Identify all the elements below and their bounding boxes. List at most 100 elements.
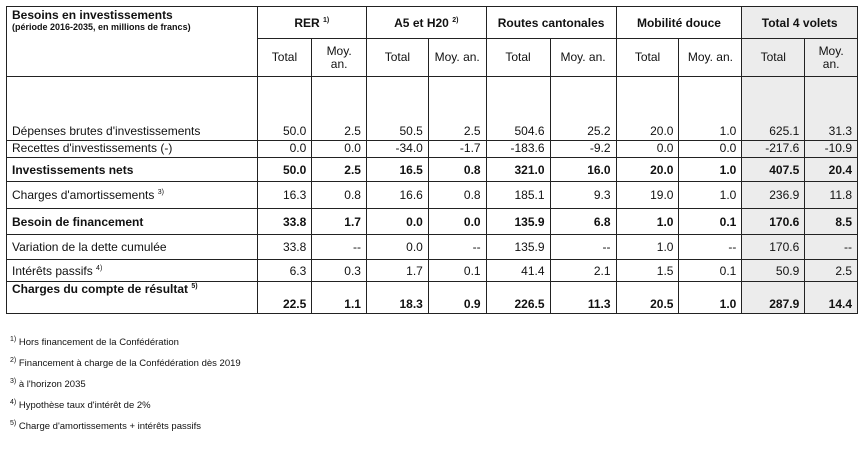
- table-cell: 16.5: [365, 157, 429, 182]
- table-cell: 1.0: [615, 208, 680, 235]
- table-cell: 0.3: [311, 259, 367, 282]
- table-cell: 20.5: [615, 281, 680, 314]
- table-cell: 14.4: [804, 281, 858, 314]
- table-cell: 1.0: [678, 281, 743, 314]
- table-subtitle: (période 2016-2035, en millions de franc…: [12, 22, 191, 32]
- footnote: 5) Charge d'amortissements + intérêts pa…: [10, 420, 241, 441]
- row-label: Intérêts passifs 4): [6, 259, 258, 282]
- table-cell: 287.9: [741, 281, 806, 314]
- footnote-mark: 1): [323, 16, 330, 24]
- table-cell: 11.8: [804, 181, 858, 209]
- table-cell: 1.0: [678, 76, 743, 141]
- table-cell: 50.0: [256, 157, 313, 182]
- table-cell: 2.5: [427, 76, 487, 141]
- table-cell: 25.2: [549, 76, 617, 141]
- table-cell: 31.3: [804, 76, 858, 141]
- table-cell: 8.5: [804, 208, 858, 235]
- table-cell: 0.1: [678, 259, 743, 282]
- subheader-moy: Moy. an.: [427, 38, 487, 77]
- row-label: Recettes d'investissements (-): [6, 140, 258, 158]
- subheader-total: Total: [365, 38, 429, 77]
- table-cell: 226.5: [485, 281, 551, 314]
- subheader-moy: Moy. an.: [804, 38, 858, 77]
- table-row: Intérêts passifs 4) 6.3 0.3 1.7 0.1 41.4 2.1 1.…: [6, 259, 858, 282]
- table-cell: 19.0: [615, 181, 680, 209]
- row-label: Variation de la dette cumulée: [6, 234, 258, 260]
- table-cell: 135.9: [485, 208, 551, 235]
- table-cell: 1.7: [311, 208, 367, 235]
- table-cell: 41.4: [485, 259, 551, 282]
- table-cell: 9.3: [549, 181, 617, 209]
- table-cell: 16.6: [365, 181, 429, 209]
- table-cell: 236.9: [741, 181, 806, 209]
- table-cell: 33.8: [256, 208, 313, 235]
- subheader-total: Total: [615, 38, 680, 77]
- table-cell: 16.0: [549, 157, 617, 182]
- table-cell: 170.6: [741, 208, 806, 235]
- footnote-mark: 5): [10, 419, 17, 427]
- table-row: Dépenses brutes d'investissements 50.0 2.5…: [6, 76, 858, 141]
- table-cell: 170.6: [741, 234, 806, 260]
- table-cell: 625.1: [741, 76, 806, 141]
- footnote-text: Financement à charge de la Confédération…: [18, 358, 241, 369]
- table-cell: 2.5: [804, 259, 858, 282]
- footnote: 4) Hypothèse taux d'intérêt de 2%: [10, 399, 241, 420]
- table-cell: -183.6: [485, 140, 551, 158]
- footnote-mark: 4): [10, 398, 17, 406]
- table-cell: 321.0: [485, 157, 551, 182]
- footnote-text: Charge d'amortissements + intérêts passi…: [18, 421, 202, 432]
- table-cell: 0.0: [365, 234, 429, 260]
- table-cell: --: [427, 234, 487, 260]
- table-cell: 20.0: [615, 76, 680, 141]
- footnote-mark: 1): [10, 335, 17, 343]
- table-cell: -34.0: [365, 140, 429, 158]
- table-cell: 16.3: [256, 181, 313, 209]
- table-cell: 1.0: [678, 181, 743, 209]
- table-cell: 0.8: [427, 157, 487, 182]
- table-cell: 0.8: [427, 181, 487, 209]
- table-cell: 1.7: [365, 259, 429, 282]
- table-row: Recettes d'investissements (-) 0.0 0.0 -34.…: [6, 140, 858, 158]
- table-cell: 0.9: [427, 281, 487, 314]
- row-label: Charges du compte de résultat 5): [6, 281, 258, 314]
- footnote: 2) Financement à charge de la Confédérat…: [10, 357, 241, 378]
- table-cell: -10.9: [804, 140, 858, 158]
- footnotes: 1) Hors financement de la Confédération 2…: [10, 336, 241, 441]
- header-row-groups: Besoins en investissements (période 2016…: [6, 6, 858, 77]
- footnote-text: Hors financement de la Confédération: [18, 337, 179, 348]
- table-row: Charges d'amortissements 3) 16.3 0.8 16.6 0.…: [6, 181, 858, 209]
- table-cell: 6.3: [256, 259, 313, 282]
- table-cell: 11.3: [549, 281, 617, 314]
- subheader-moy: Moy. an.: [311, 38, 367, 77]
- footnote: 3) à l'horizon 2035: [10, 378, 241, 399]
- table-cell: 22.5: [256, 281, 313, 314]
- subheader-total: Total: [256, 38, 313, 77]
- table-cell: 50.5: [365, 76, 429, 141]
- table-title: Besoins en investissements: [12, 8, 173, 22]
- table-cell: 20.0: [615, 157, 680, 182]
- footnote-mark: 5): [191, 283, 198, 290]
- table-cell: 20.4: [804, 157, 858, 182]
- table-cell: -1.7: [427, 140, 487, 158]
- footnote-text: Hypothèse taux d'intérêt de 2%: [18, 400, 151, 411]
- table-cell: --: [311, 234, 367, 260]
- table-row: Besoin de financement 33.8 1.7 0.0 0.0 135.9 6…: [6, 208, 858, 235]
- subheader-total: Total: [485, 38, 551, 77]
- table-cell: 185.1: [485, 181, 551, 209]
- table-cell: 0.1: [678, 208, 743, 235]
- table-cell: --: [549, 234, 617, 260]
- table-cell: 0.8: [311, 181, 367, 209]
- subheader-total: Total: [741, 38, 806, 77]
- table-cell: 50.9: [741, 259, 806, 282]
- row-label: Besoin de financement: [6, 208, 258, 235]
- footnote: 1) Hors financement de la Confédération: [10, 336, 241, 357]
- table-cell: 33.8: [256, 234, 313, 260]
- table-cell: -217.6: [741, 140, 806, 158]
- group-header-a5-h20: A5 et H20 2): [365, 6, 487, 39]
- table-cell: 1.1: [311, 281, 367, 314]
- table-cell: 0.0: [365, 208, 429, 235]
- footnote-mark: 2): [10, 356, 17, 364]
- footnote-mark: 4): [96, 264, 103, 272]
- table-row: Investissements nets 50.0 2.5 16.5 0.8 321.0 1…: [6, 157, 858, 182]
- table-cell: --: [804, 234, 858, 260]
